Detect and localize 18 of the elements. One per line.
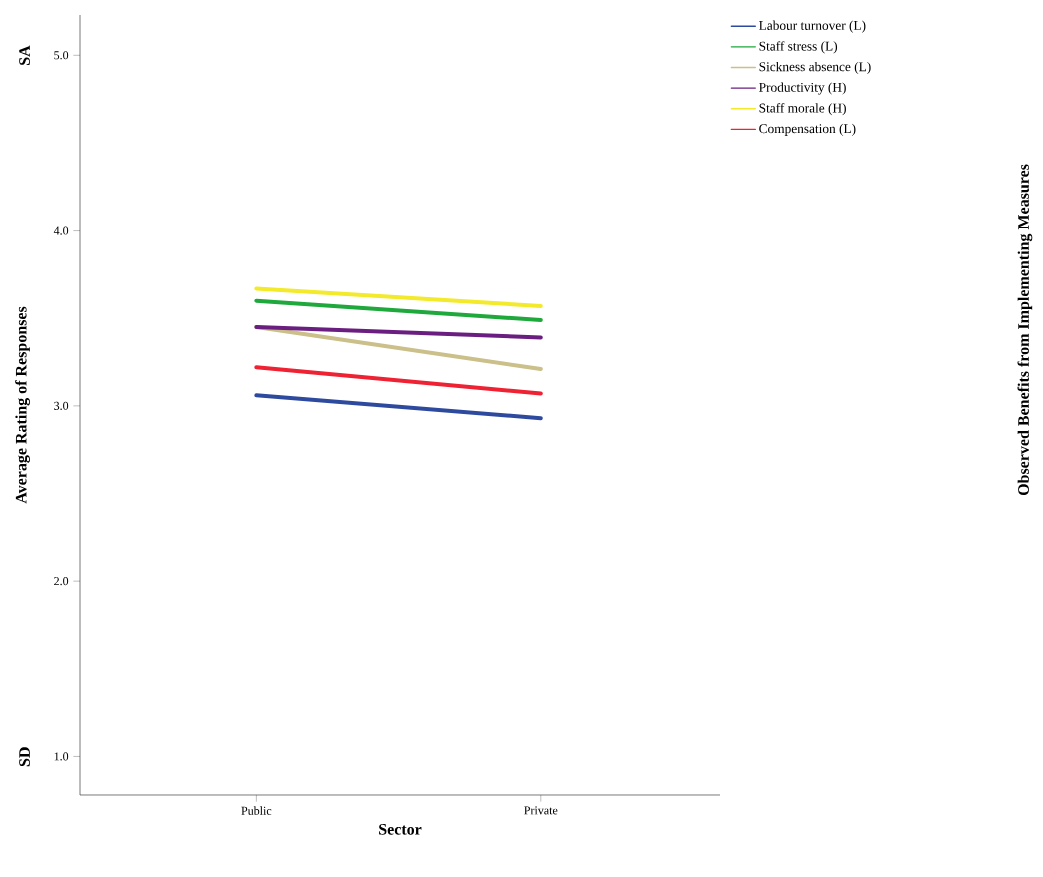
legend-label: Productivity (H) <box>759 82 846 95</box>
legend-label: Staff stress (L) <box>759 41 838 54</box>
y-tick-label: 4.0 <box>53 226 69 235</box>
y-tick-label: 2.0 <box>54 577 69 586</box>
x-tick-label: Public <box>241 806 272 815</box>
y-tick-label: 1.0 <box>54 752 69 761</box>
legend-label: Compensation (L) <box>759 123 856 136</box>
y-axis-title: Average Rating of Responses <box>15 306 30 504</box>
x-tick-label: Private <box>524 806 558 815</box>
text: SD <box>19 747 30 767</box>
text: SA <box>19 45 30 65</box>
x-axis-title: Sector <box>379 823 422 835</box>
text: Observed Benefits from Implementing Measures <box>1017 164 1033 496</box>
legend-label: Staff morale (H) <box>759 103 846 116</box>
y-tick-label: 3.0 <box>54 401 69 410</box>
legend-label: Sickness absence (L) <box>759 61 871 74</box>
legend-label: Labour turnover (L) <box>759 20 866 33</box>
y-tick-label: 5.0 <box>54 51 69 60</box>
